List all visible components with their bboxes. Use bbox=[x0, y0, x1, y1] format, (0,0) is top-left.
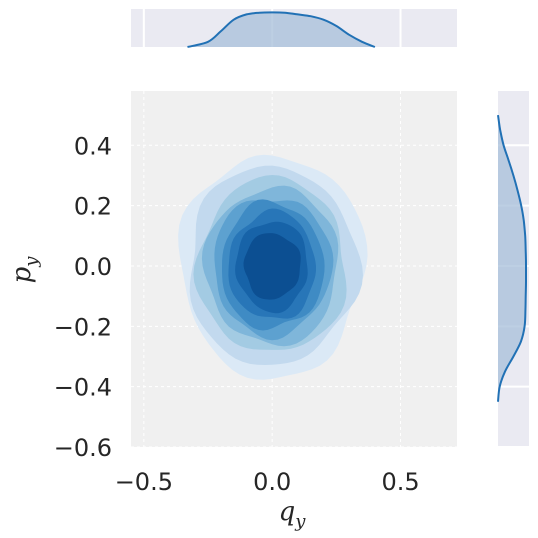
x-axis-label-main: q bbox=[279, 497, 296, 527]
y-tick-label: −0.4 bbox=[54, 374, 112, 402]
y-axis-label-main: p bbox=[7, 266, 37, 283]
y-axis-label: py bbox=[7, 256, 42, 284]
x-axis-label: qy bbox=[279, 497, 307, 532]
joint-density-plot bbox=[131, 91, 457, 448]
x-tick-label: −0.5 bbox=[115, 468, 173, 496]
x-tick-label: 0.0 bbox=[253, 468, 291, 496]
top-marginal-density-line bbox=[187, 11, 376, 48]
right-marginal-density-fill bbox=[498, 115, 526, 402]
y-tick-label: 0.2 bbox=[74, 193, 112, 221]
y-tick-label: −0.2 bbox=[54, 313, 112, 341]
y-tick-labels: −0.6 −0.4 −0.2 0.0 0.2 0.4 bbox=[54, 132, 112, 462]
y-axis-label-sub: y bbox=[21, 256, 42, 268]
top-marginal-plot bbox=[131, 9, 457, 48]
top-marginal-density-fill bbox=[187, 12, 375, 47]
x-axis-label-sub: y bbox=[294, 511, 306, 532]
right-marginal-density-line bbox=[497, 114, 527, 402]
y-tick-label: 0.4 bbox=[74, 132, 112, 160]
x-tick-labels: −0.5 0.0 0.5 bbox=[115, 468, 420, 496]
y-tick-label: 0.0 bbox=[74, 253, 112, 281]
density-contour-level-9 bbox=[243, 233, 301, 300]
right-marginal-plot bbox=[497, 91, 529, 448]
y-tick-label: −0.6 bbox=[54, 434, 112, 462]
x-tick-label: 0.5 bbox=[381, 468, 419, 496]
